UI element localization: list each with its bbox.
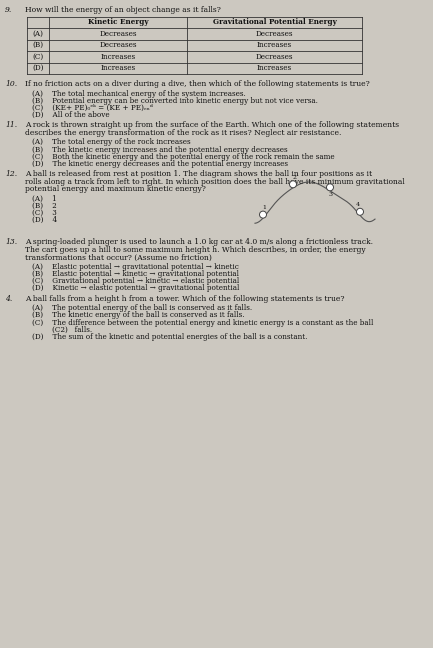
Text: (D): (D) <box>32 64 44 72</box>
Text: (B)    The kinetic energy of the ball is conserved as it falls.: (B) The kinetic energy of the ball is co… <box>32 312 245 319</box>
Text: (C2)   falls.: (C2) falls. <box>52 326 92 334</box>
Text: Increases: Increases <box>257 64 292 72</box>
Text: Increases: Increases <box>100 64 136 72</box>
Text: Kinetic Energy: Kinetic Energy <box>88 18 149 27</box>
Text: 13.: 13. <box>5 238 17 246</box>
Text: Decreases: Decreases <box>256 30 293 38</box>
Text: (C)    The difference between the potential energy and kinetic energy is a const: (C) The difference between the potential… <box>32 319 373 327</box>
Text: The cart goes up a hill to some maximum height h. Which describes, in order, the: The cart goes up a hill to some maximum … <box>25 246 365 254</box>
Text: (D)    4: (D) 4 <box>32 216 57 224</box>
Text: Decreases: Decreases <box>256 52 293 61</box>
Text: Decreases: Decreases <box>99 41 137 49</box>
Text: (C)    Both the kinetic energy and the potential energy of the rock remain the s: (C) Both the kinetic energy and the pote… <box>32 153 335 161</box>
Text: (B): (B) <box>32 41 44 49</box>
Text: A ball falls from a height h from a tower. Which of the following statements is : A ball falls from a height h from a towe… <box>25 295 345 303</box>
Text: (D)    All of the above: (D) All of the above <box>32 111 110 119</box>
Text: 3: 3 <box>328 192 332 197</box>
Text: A ball is released from rest at position 1. The diagram shows the ball in four p: A ball is released from rest at position… <box>25 170 372 178</box>
Text: A rock is thrown straight up from the surface of the Earth. Which one of the fol: A rock is thrown straight up from the su… <box>25 121 399 130</box>
Text: If no friction acts on a diver during a dive, then which of the following statem: If no friction acts on a diver during a … <box>25 80 370 88</box>
Text: potential energy and maximum kinetic energy?: potential energy and maximum kinetic ene… <box>25 185 206 193</box>
Text: (A)    The total energy of the rock increases: (A) The total energy of the rock increas… <box>32 138 191 146</box>
Text: 12.: 12. <box>5 170 17 178</box>
Text: 11.: 11. <box>5 121 17 130</box>
Text: (C)    3: (C) 3 <box>32 209 57 217</box>
Text: 4: 4 <box>356 202 360 207</box>
Text: (B)    2: (B) 2 <box>32 202 57 210</box>
Text: 1: 1 <box>262 205 266 210</box>
Text: (A)    The potential energy of the ball is conserved as it falls.: (A) The potential energy of the ball is … <box>32 304 252 312</box>
Circle shape <box>326 184 333 191</box>
Text: (B)    The kinetic energy increases and the potential energy decreases: (B) The kinetic energy increases and the… <box>32 146 288 154</box>
Text: 10.: 10. <box>5 80 17 88</box>
Circle shape <box>259 211 266 218</box>
Circle shape <box>356 208 363 215</box>
Text: (D)    Kinetic → elastic potential → gravitational potential: (D) Kinetic → elastic potential → gravit… <box>32 284 239 292</box>
Text: Decreases: Decreases <box>99 30 137 38</box>
Text: Increases: Increases <box>257 41 292 49</box>
Text: How will the energy of an object change as it falls?: How will the energy of an object change … <box>25 6 221 14</box>
Circle shape <box>290 181 297 188</box>
Text: (B)    Potential energy can be converted into kinetic energy but not vice versa.: (B) Potential energy can be converted in… <box>32 97 318 105</box>
Text: transformations that occur? (Assume no friction): transformations that occur? (Assume no f… <box>25 253 212 261</box>
Text: (A)    The total mechanical energy of the system increases.: (A) The total mechanical energy of the s… <box>32 89 246 97</box>
Text: (C): (C) <box>32 52 44 61</box>
Text: (C)    (KE+ PE)₀ᵉᵏ = (KE + PE)ₑₙᵈ: (C) (KE+ PE)₀ᵉᵏ = (KE + PE)ₑₙᵈ <box>32 104 153 112</box>
Text: (A): (A) <box>32 30 43 38</box>
Text: (A)    1: (A) 1 <box>32 194 57 203</box>
Text: 2: 2 <box>293 175 297 179</box>
Text: (C)    Gravitational potential → kinetic → elastic potential: (C) Gravitational potential → kinetic → … <box>32 277 239 285</box>
Text: describes the energy transformation of the rock as it rises? Neglect air resista: describes the energy transformation of t… <box>25 129 341 137</box>
Text: (B)    Elastic potential → kinetic → gravitational potential: (B) Elastic potential → kinetic → gravit… <box>32 270 239 278</box>
Text: (D)    The kinetic energy decreases and the potential energy increases: (D) The kinetic energy decreases and the… <box>32 160 288 168</box>
Text: 9.: 9. <box>5 6 12 14</box>
Text: rolls along a track from left to right. In which position does the ball have its: rolls along a track from left to right. … <box>25 178 405 185</box>
Text: A spring-loaded plunger is used to launch a 1.0 kg car at 4.0 m/s along a fricti: A spring-loaded plunger is used to launc… <box>25 238 373 246</box>
Text: Increases: Increases <box>100 52 136 61</box>
Text: Gravitational Potential Energy: Gravitational Potential Energy <box>213 18 336 27</box>
Text: 4.: 4. <box>5 295 12 303</box>
Text: (D)    The sum of the kinetic and potential energies of the ball is a constant.: (D) The sum of the kinetic and potential… <box>32 333 307 341</box>
Text: (A)    Elastic potential → gravitational potential → kinetic: (A) Elastic potential → gravitational po… <box>32 263 239 271</box>
